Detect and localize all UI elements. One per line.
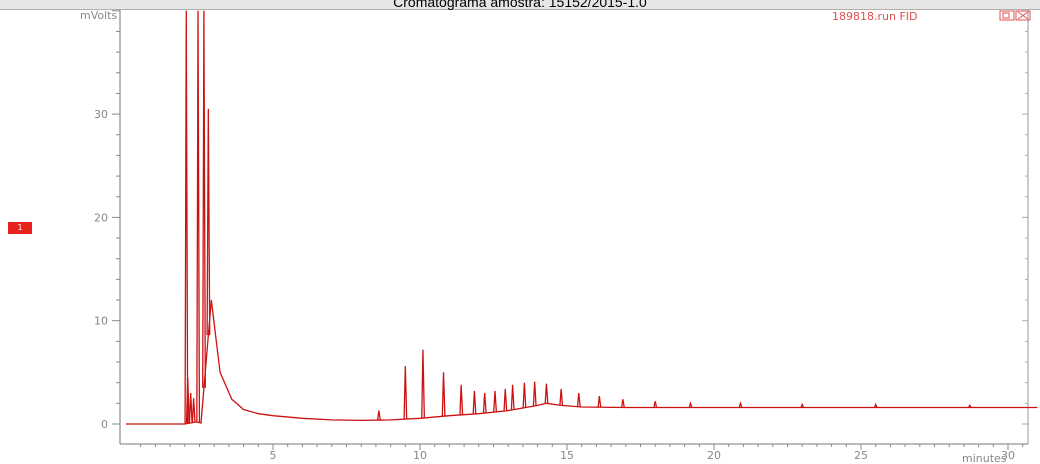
chromatogram-peak <box>621 399 625 408</box>
y-tick-label: 30 <box>94 108 108 121</box>
chromatogram-peak <box>559 388 564 406</box>
chromatogram-peak <box>532 381 537 406</box>
chromatogram-peak <box>510 384 515 410</box>
chromatogram-peak <box>653 401 658 408</box>
chromatogram-peak <box>191 398 196 423</box>
plot-area <box>120 10 1028 444</box>
chromatogram-peak <box>576 392 581 407</box>
peaks-group <box>184 10 972 424</box>
chromatogram-peak <box>185 377 190 424</box>
chromatogram-peak <box>493 390 498 413</box>
x-tick-label: 20 <box>707 449 721 462</box>
chromatogram-peak <box>376 410 381 421</box>
chromatogram-peak <box>503 388 508 411</box>
fid-trace-line <box>126 299 1038 425</box>
chart-title: Cromatograma amostra: 15152/2015-1.0 <box>393 0 647 10</box>
x-tick-label: 25 <box>854 449 868 462</box>
x-tick-label: 5 <box>270 449 277 462</box>
chromatogram-peak <box>968 404 972 408</box>
chromatogram-peak <box>544 383 549 404</box>
close-icon[interactable] <box>1015 10 1031 21</box>
run-label: 189818.run FID <box>832 10 918 23</box>
chromatogram-peak <box>738 401 743 408</box>
chromatogram-peak <box>202 10 206 388</box>
y-tick-label: 20 <box>94 211 108 224</box>
title-bar: Cromatograma amostra: 15152/2015-1.0 <box>0 0 1040 10</box>
trace-marker-badge[interactable]: 1 <box>8 222 32 234</box>
x-tick-label: 15 <box>560 449 574 462</box>
axes-group: 0 10 20 30 5 10 15 20 25 30 <box>94 10 1029 462</box>
chromatogram-peak <box>206 108 211 336</box>
chromatogram-peak <box>472 390 477 415</box>
chromatogram-peak <box>522 382 527 408</box>
x-axis-label: minutes <box>962 452 1007 464</box>
chromatogram-peak <box>800 402 805 408</box>
chromatogram-peak <box>459 384 464 415</box>
zoom-icon[interactable] <box>999 10 1015 21</box>
chromatogram-peak <box>482 392 487 414</box>
x-tick-label: 10 <box>413 449 427 462</box>
y-tick-label: 10 <box>94 315 108 328</box>
chromatogram-peak <box>441 372 446 417</box>
x-tick-label: 30 <box>1001 449 1015 462</box>
chromatogram-peak <box>188 392 193 423</box>
chromatogram-peak <box>184 10 189 424</box>
chromatogram-peak <box>873 402 878 408</box>
y-axis-label: mVolts <box>80 9 117 22</box>
chromatogram-peak <box>196 10 201 423</box>
chromatogram-peak <box>597 396 602 408</box>
chromatogram-peak <box>403 366 408 420</box>
chromatogram-peak <box>421 349 425 419</box>
chromatogram-peak <box>688 401 693 408</box>
y-tick-label: 0 <box>101 418 108 431</box>
